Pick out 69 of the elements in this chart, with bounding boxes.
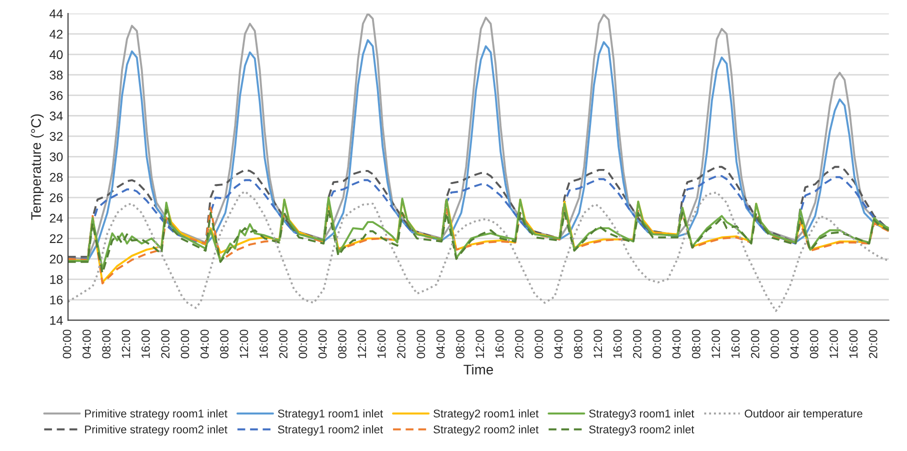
x-tick-label: 12:00 (122, 330, 130, 358)
x-tick-label: 08:00 (810, 330, 818, 358)
y-tick-label: 14 (50, 316, 63, 325)
x-tick-label: 20:00 (279, 330, 288, 358)
x-tick-label: 16:00 (613, 330, 622, 358)
x-tick-label: 08:00 (220, 330, 228, 358)
y-tick-label: 28 (50, 172, 63, 182)
x-tick-label: 12:00 (476, 330, 484, 358)
x-tick-label: 04:00 (554, 330, 563, 358)
x-tick-label: 00:00 (534, 330, 544, 358)
y-axis-title: Temperature (°C) (30, 114, 44, 220)
x-axis-title: Time (464, 364, 493, 375)
y-tick-label: 26 (50, 193, 63, 202)
x-tick-label: 00:00 (652, 330, 662, 358)
x-tick-label: 20:00 (515, 330, 524, 358)
legend-label: Strategy1 room2 inlet (278, 425, 383, 436)
x-tick-label: 20:00 (750, 330, 760, 358)
x-tick-label: 04:00 (790, 330, 799, 358)
legend-label: Primitive strategy room2 inlet (85, 425, 228, 436)
x-tick-label: 16:00 (849, 330, 858, 358)
legend-label: Primitive strategy room1 inlet (85, 409, 228, 420)
y-tick-label: 16 (50, 296, 63, 304)
x-tick-label: 00:00 (62, 330, 72, 358)
x-tick-label: 00:00 (770, 330, 779, 358)
x-tick-label: 00:00 (298, 330, 308, 358)
x-tick-label: 20:00 (868, 330, 878, 358)
x-tick-label: 08:00 (456, 330, 464, 358)
x-tick-label: 16:00 (141, 330, 150, 358)
x-tick-label: 12:00 (358, 330, 366, 358)
x-tick-label: 20:00 (632, 330, 642, 358)
x-tick-label: 12:00 (830, 330, 838, 358)
y-tick-label: 38 (50, 70, 63, 80)
x-tick-label: 08:00 (692, 330, 700, 358)
x-tick-label: 08:00 (338, 330, 346, 358)
x-tick-label: 12:00 (712, 330, 720, 358)
y-tick-label: 40 (50, 50, 63, 60)
legend-label: Strategy3 room2 inlet (589, 425, 694, 436)
x-tick-label: 16:00 (259, 330, 268, 358)
x-tick-label: 16:00 (731, 330, 740, 358)
legend-label: Strategy3 room1 inlet (589, 409, 694, 420)
x-tick-label: 04:00 (82, 330, 91, 358)
legend-label: Strategy1 room1 inlet (278, 409, 383, 420)
x-tick-label: 08:00 (102, 330, 111, 358)
legend-label: Outdoor air temperature (744, 409, 862, 420)
y-tick-label: 18 (50, 275, 63, 284)
x-tick-label: 00:00 (416, 330, 426, 358)
y-tick-label: 42 (50, 30, 63, 39)
y-tick-label: 22 (50, 234, 63, 243)
legend-label: Strategy2 room1 inlet (434, 409, 539, 420)
x-tick-label: 04:00 (672, 330, 681, 358)
y-tick-label: 34 (50, 112, 63, 120)
x-tick-label: 12:00 (240, 330, 248, 358)
x-tick-label: 20:00 (161, 330, 170, 358)
legend-label: Strategy2 room2 inlet (434, 425, 539, 436)
x-tick-label: 16:00 (377, 330, 386, 358)
y-tick-label: 20 (50, 254, 63, 264)
y-tick-label: 24 (50, 214, 63, 223)
x-tick-label: 20:00 (397, 330, 406, 358)
x-tick-label: 04:00 (318, 330, 327, 358)
x-tick-label: 04:00 (200, 330, 209, 358)
x-tick-label: 04:00 (436, 330, 445, 358)
y-tick-label: 30 (50, 152, 63, 162)
x-tick-label: 00:00 (180, 330, 190, 358)
y-tick-label: 44 (50, 9, 63, 18)
x-tick-label: 08:00 (574, 330, 582, 358)
y-tick-label: 36 (50, 91, 63, 100)
y-tick-label: 32 (50, 132, 63, 141)
x-tick-label: 16:00 (495, 330, 504, 358)
x-tick-label: 12:00 (594, 330, 602, 358)
